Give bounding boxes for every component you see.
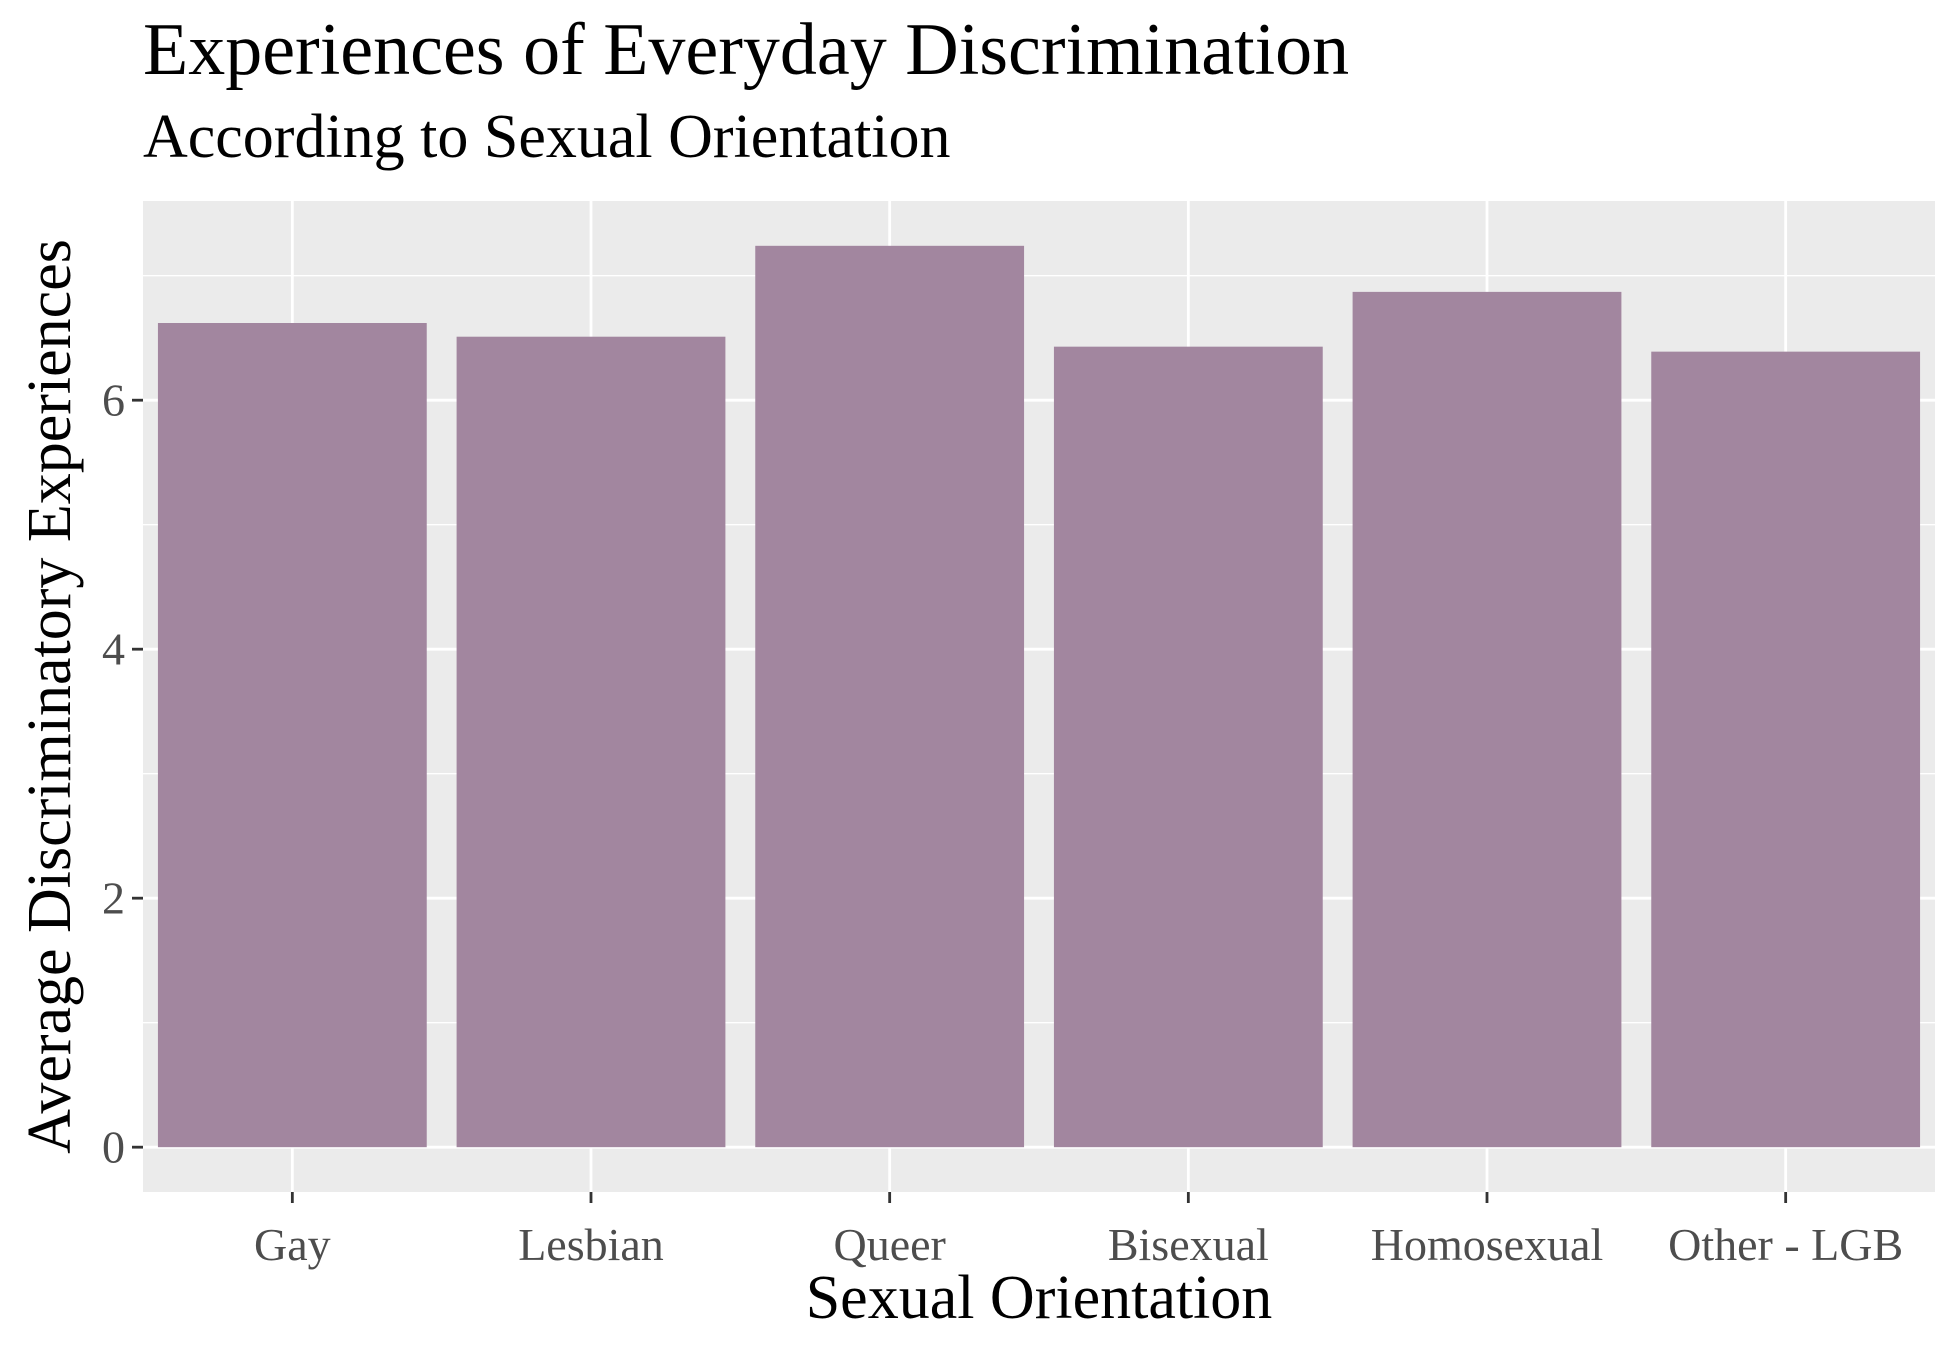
x-tick-label: Homosexual — [1371, 1219, 1604, 1270]
chart-title: Experiences of Everyday Discrimination — [143, 9, 1350, 91]
bar-gay — [157, 323, 427, 1148]
x-tick-label: Bisexual — [1108, 1219, 1269, 1270]
y-axis: 0 2 4 6 — [102, 375, 143, 1173]
y-tick-label: 4 — [102, 624, 125, 675]
chart-subtitle: According to Sexual Orientation — [143, 103, 951, 171]
bar-other-lgb — [1651, 351, 1921, 1148]
x-tick-label: Queer — [833, 1219, 945, 1270]
y-tick-label: 2 — [102, 873, 125, 924]
bar-homosexual — [1352, 291, 1622, 1148]
bar-lesbian — [456, 336, 726, 1148]
bars — [157, 245, 1921, 1148]
x-tick-label: Lesbian — [518, 1219, 664, 1270]
bar-bisexual — [1053, 346, 1323, 1148]
x-axis-title: Sexual Orientation — [806, 1264, 1273, 1332]
x-axis: Gay Lesbian Queer Bisexual Homosexual Other -… — [254, 1192, 1903, 1270]
y-tick-label: 0 — [102, 1122, 125, 1173]
plot-panel — [143, 201, 1935, 1192]
y-tick-label: 6 — [102, 375, 125, 426]
minor-gridlines — [143, 274, 1935, 1024]
y-axis-title: Average Discriminatory Experiences — [16, 239, 84, 1154]
x-tick-label: Other - LGB — [1668, 1219, 1903, 1270]
x-tick-label: Gay — [254, 1219, 331, 1270]
bar-queer — [755, 245, 1025, 1148]
